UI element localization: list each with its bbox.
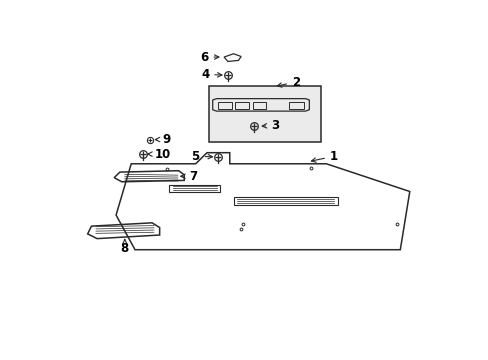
Text: 7: 7 (181, 170, 197, 183)
Text: 2: 2 (277, 76, 300, 89)
Text: 6: 6 (200, 50, 219, 64)
Bar (288, 102, 303, 109)
Text: 4: 4 (201, 68, 222, 81)
Text: 10: 10 (147, 148, 170, 161)
Text: 5: 5 (191, 150, 212, 163)
Bar (235, 102, 248, 109)
Text: 9: 9 (155, 133, 170, 146)
Bar (252, 102, 265, 109)
Text: 8: 8 (121, 239, 129, 255)
Bar (218, 102, 231, 109)
Bar (208, 86, 320, 141)
Text: 3: 3 (262, 119, 279, 132)
Text: 1: 1 (311, 150, 337, 163)
